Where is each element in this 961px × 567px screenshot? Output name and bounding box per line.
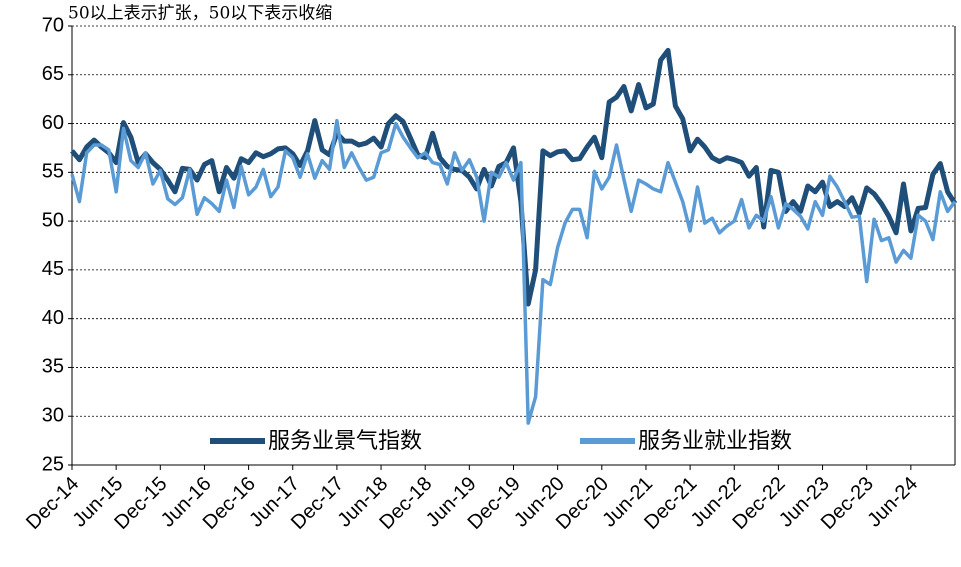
y-tick-label: 35 xyxy=(42,356,64,378)
y-tick-label: 30 xyxy=(42,405,64,427)
y-tick-label: 25 xyxy=(42,453,64,475)
line-series xyxy=(70,118,957,425)
x-tick-label: Dec-14 xyxy=(22,473,83,534)
y-tick-label: 65 xyxy=(42,63,64,85)
y-tick-label: 55 xyxy=(42,161,64,183)
y-tick-label: 60 xyxy=(42,112,64,134)
y-tick-label: 40 xyxy=(42,307,64,329)
chart-subtitle: 50以上表示扩张，50以下表示收缩 xyxy=(68,4,332,24)
x-tick-label: Jun-24 xyxy=(863,473,922,532)
legend-label: 服务业景气指数 xyxy=(268,428,422,453)
y-tick-label: 45 xyxy=(42,258,64,280)
y-tick-label: 50 xyxy=(42,209,64,231)
y-tick-label: 70 xyxy=(42,14,64,36)
line-series xyxy=(70,47,958,307)
legend-label: 服务业就业指数 xyxy=(638,428,792,453)
